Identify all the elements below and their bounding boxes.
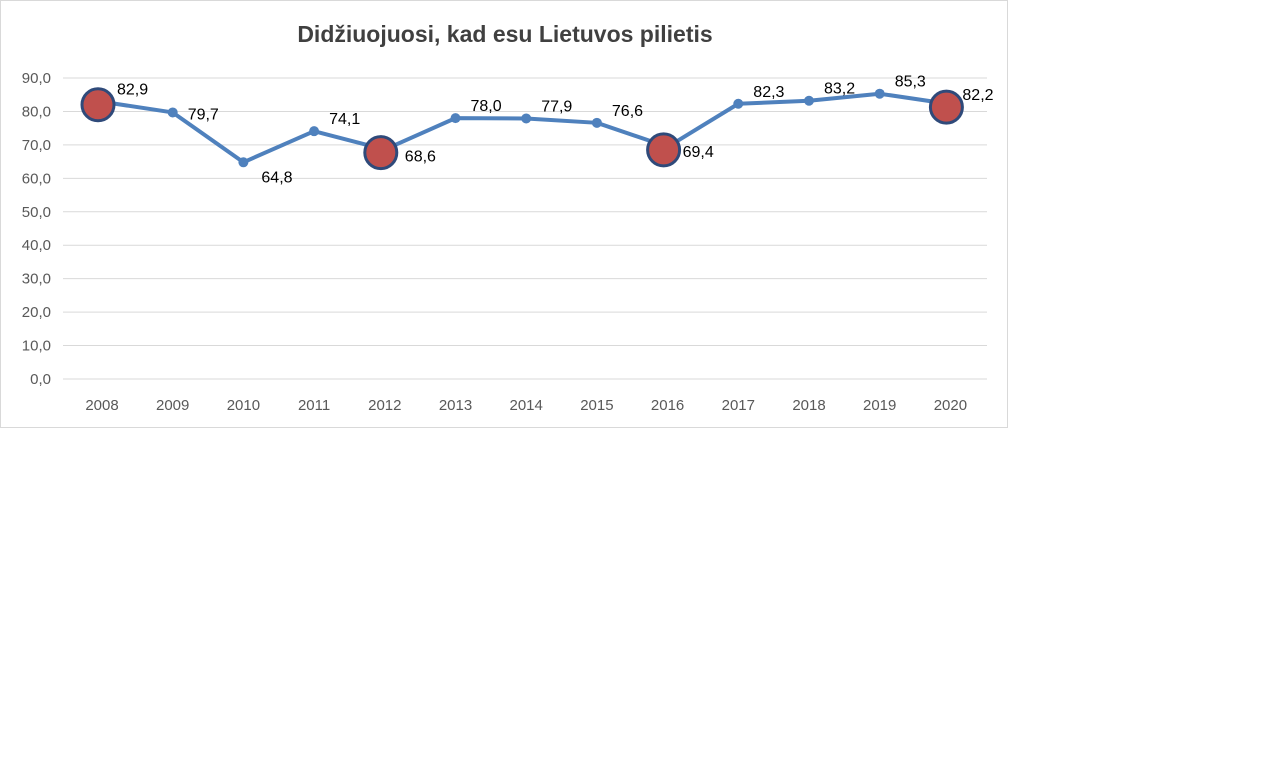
data-label: 76,6 <box>612 103 643 120</box>
chart-title: Didžiuojuosi, kad esu Lietuvos pilietis <box>297 21 713 47</box>
data-point <box>733 98 744 109</box>
x-tick-label: 2009 <box>156 397 189 414</box>
chart-frame: Didžiuojuosi, kad esu Lietuvos pilietis … <box>0 0 1008 428</box>
data-point <box>238 157 249 168</box>
x-tick-label: 2014 <box>510 397 543 414</box>
data-label: 79,7 <box>188 106 219 123</box>
data-label: 69,4 <box>683 144 714 161</box>
line-chart: 0,0 10,0 20,0 30,0 40,0 50,0 60,0 70,0 80,0 90,0 2… <box>22 70 994 414</box>
data-point <box>450 113 461 124</box>
y-tick-label: 0,0 <box>30 371 51 388</box>
x-tick-label: 2017 <box>722 397 755 414</box>
data-label: 77,9 <box>541 98 572 115</box>
highlight-marker <box>646 132 682 168</box>
y-tick-label: 80,0 <box>22 103 51 120</box>
series-line <box>100 91 953 165</box>
data-point <box>167 107 178 118</box>
x-tick-label: 2012 <box>368 397 401 414</box>
data-label: 64,8 <box>261 169 292 186</box>
data-point <box>874 88 885 99</box>
x-tick-label: 2008 <box>85 397 118 414</box>
y-tick-label: 90,0 <box>22 70 51 87</box>
y-tick-label: 70,0 <box>22 137 51 154</box>
x-tick-label: 2019 <box>863 397 896 414</box>
x-tick-label: 2015 <box>580 397 613 414</box>
y-tick-label: 10,0 <box>22 338 51 355</box>
y-tick-label: 40,0 <box>22 237 51 254</box>
data-point <box>309 126 320 137</box>
data-label: 74,1 <box>329 111 360 128</box>
highlight-marker <box>80 87 116 123</box>
data-label: 83,2 <box>824 81 855 98</box>
data-point <box>804 95 814 106</box>
data-point <box>591 117 602 128</box>
data-label: 82,9 <box>117 82 148 99</box>
data-label: 85,3 <box>895 74 926 91</box>
x-tick-label: 2020 <box>934 397 967 414</box>
highlight-marker <box>363 135 399 171</box>
x-tick-label: 2016 <box>651 397 684 414</box>
x-tick-label: 2013 <box>439 397 472 414</box>
y-tick-label: 50,0 <box>22 204 51 221</box>
data-label: 82,3 <box>753 84 784 101</box>
y-tick-label: 30,0 <box>22 271 51 288</box>
x-tick-label: 2010 <box>227 397 260 414</box>
x-tick-label: 2011 <box>298 397 330 414</box>
x-tick-label: 2018 <box>792 397 825 414</box>
data-label: 82,2 <box>962 87 993 104</box>
y-tick-label: 60,0 <box>22 170 51 187</box>
data-label: 68,6 <box>405 149 436 166</box>
data-label: 78,0 <box>471 98 502 115</box>
highlight-marker <box>928 89 964 125</box>
data-point <box>521 113 532 124</box>
y-tick-label: 20,0 <box>22 304 51 321</box>
